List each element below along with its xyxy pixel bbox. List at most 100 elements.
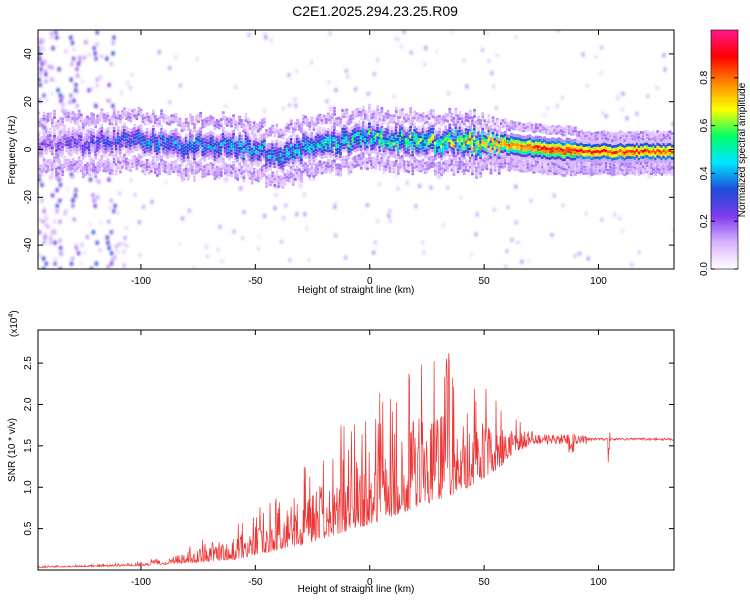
heat-cell xyxy=(221,132,225,136)
heat-cell xyxy=(492,207,496,212)
heat-cell xyxy=(545,159,548,163)
heat-cell xyxy=(188,144,192,148)
heat-cell xyxy=(495,133,499,137)
heat-cell xyxy=(359,135,363,139)
heat-cell xyxy=(524,141,528,145)
heat-cell xyxy=(494,105,498,110)
heat-cell xyxy=(563,127,567,131)
heat-cell xyxy=(433,144,437,148)
heat-cell xyxy=(81,125,85,129)
heat-cell xyxy=(361,130,365,134)
heat-cell xyxy=(421,149,425,153)
heat-cell xyxy=(491,150,495,154)
heat-cell xyxy=(388,135,392,139)
heat-cell xyxy=(466,113,470,117)
heat-cell xyxy=(298,140,301,144)
heat-cell xyxy=(306,117,310,121)
heat-cell xyxy=(368,141,371,144)
heat-cell xyxy=(528,124,532,128)
heat-cell xyxy=(201,153,205,157)
heat-cell xyxy=(42,117,46,121)
heat-cell xyxy=(256,160,260,164)
heat-cell xyxy=(81,150,85,154)
heat-cell xyxy=(516,158,520,162)
heat-cell xyxy=(359,151,363,155)
heat-cell xyxy=(423,143,427,147)
heat-cell xyxy=(273,165,277,169)
heat-cell xyxy=(95,30,99,35)
heat-cell xyxy=(545,150,548,154)
heat-cell xyxy=(573,160,577,164)
heat-cell xyxy=(390,120,394,124)
heat-cell xyxy=(248,151,252,155)
heat-cell xyxy=(347,162,351,166)
heat-cell xyxy=(547,169,551,173)
heat-cell xyxy=(368,128,371,132)
heat-cell xyxy=(71,139,75,142)
heat-cell xyxy=(127,146,130,150)
heat-cell xyxy=(448,135,452,139)
heat-cell xyxy=(473,115,476,118)
heat-cell xyxy=(549,163,553,167)
heat-cell xyxy=(557,165,561,168)
heat-cell xyxy=(248,136,252,140)
heat-cell xyxy=(606,147,610,151)
heat-cell xyxy=(53,165,56,169)
heat-cell xyxy=(203,171,207,175)
heat-cell xyxy=(374,160,378,164)
heat-cell xyxy=(559,150,563,154)
heat-cell xyxy=(141,163,145,167)
heat-cell xyxy=(106,136,110,140)
heat-cell xyxy=(217,145,221,149)
heat-cell xyxy=(613,163,616,167)
heat-cell xyxy=(497,153,501,157)
heat-cell xyxy=(512,121,516,125)
heat-cell xyxy=(541,128,544,132)
heat-cell xyxy=(116,138,120,142)
heat-cell xyxy=(617,147,621,150)
heat-cell xyxy=(65,134,69,137)
heat-cell xyxy=(413,128,417,132)
heat-cell xyxy=(65,112,69,116)
heat-cell xyxy=(355,111,359,114)
heat-cell xyxy=(431,146,435,150)
heat-cell xyxy=(90,112,93,116)
heat-cell xyxy=(596,131,600,135)
heat-cell xyxy=(63,128,67,131)
heat-cell xyxy=(238,168,242,172)
heat-cell xyxy=(312,162,316,166)
heat-cell xyxy=(223,143,227,147)
heat-cell xyxy=(538,160,542,164)
heat-cell xyxy=(180,172,184,176)
heat-cell xyxy=(588,143,592,147)
heat-cell xyxy=(87,52,91,57)
heat-cell xyxy=(392,139,396,143)
heat-cell xyxy=(193,154,196,157)
heat-cell xyxy=(69,145,73,149)
heat-cell xyxy=(131,149,135,153)
heat-cell xyxy=(55,146,58,149)
heat-cell xyxy=(83,136,87,139)
heat-cell xyxy=(452,151,456,155)
heat-cell xyxy=(448,145,452,148)
heat-cell xyxy=(376,161,380,164)
heat-cell xyxy=(291,133,295,137)
heat-cell xyxy=(232,117,236,121)
heat-cell xyxy=(582,172,586,175)
heat-cell xyxy=(310,119,314,123)
heat-cell xyxy=(182,168,186,172)
heat-cell xyxy=(411,169,415,173)
heat-cell xyxy=(320,168,324,172)
heat-cell xyxy=(345,130,349,134)
heat-cell xyxy=(615,160,618,164)
heat-cell xyxy=(141,145,145,148)
heat-cell xyxy=(512,164,516,168)
heat-cell xyxy=(495,124,499,127)
heat-cell xyxy=(477,146,481,150)
heat-cell xyxy=(121,125,124,129)
heat-cell xyxy=(520,135,524,139)
heat-cell xyxy=(57,144,60,148)
heat-cell xyxy=(471,128,474,132)
heat-cell xyxy=(289,169,293,172)
heat-cell xyxy=(452,129,456,133)
